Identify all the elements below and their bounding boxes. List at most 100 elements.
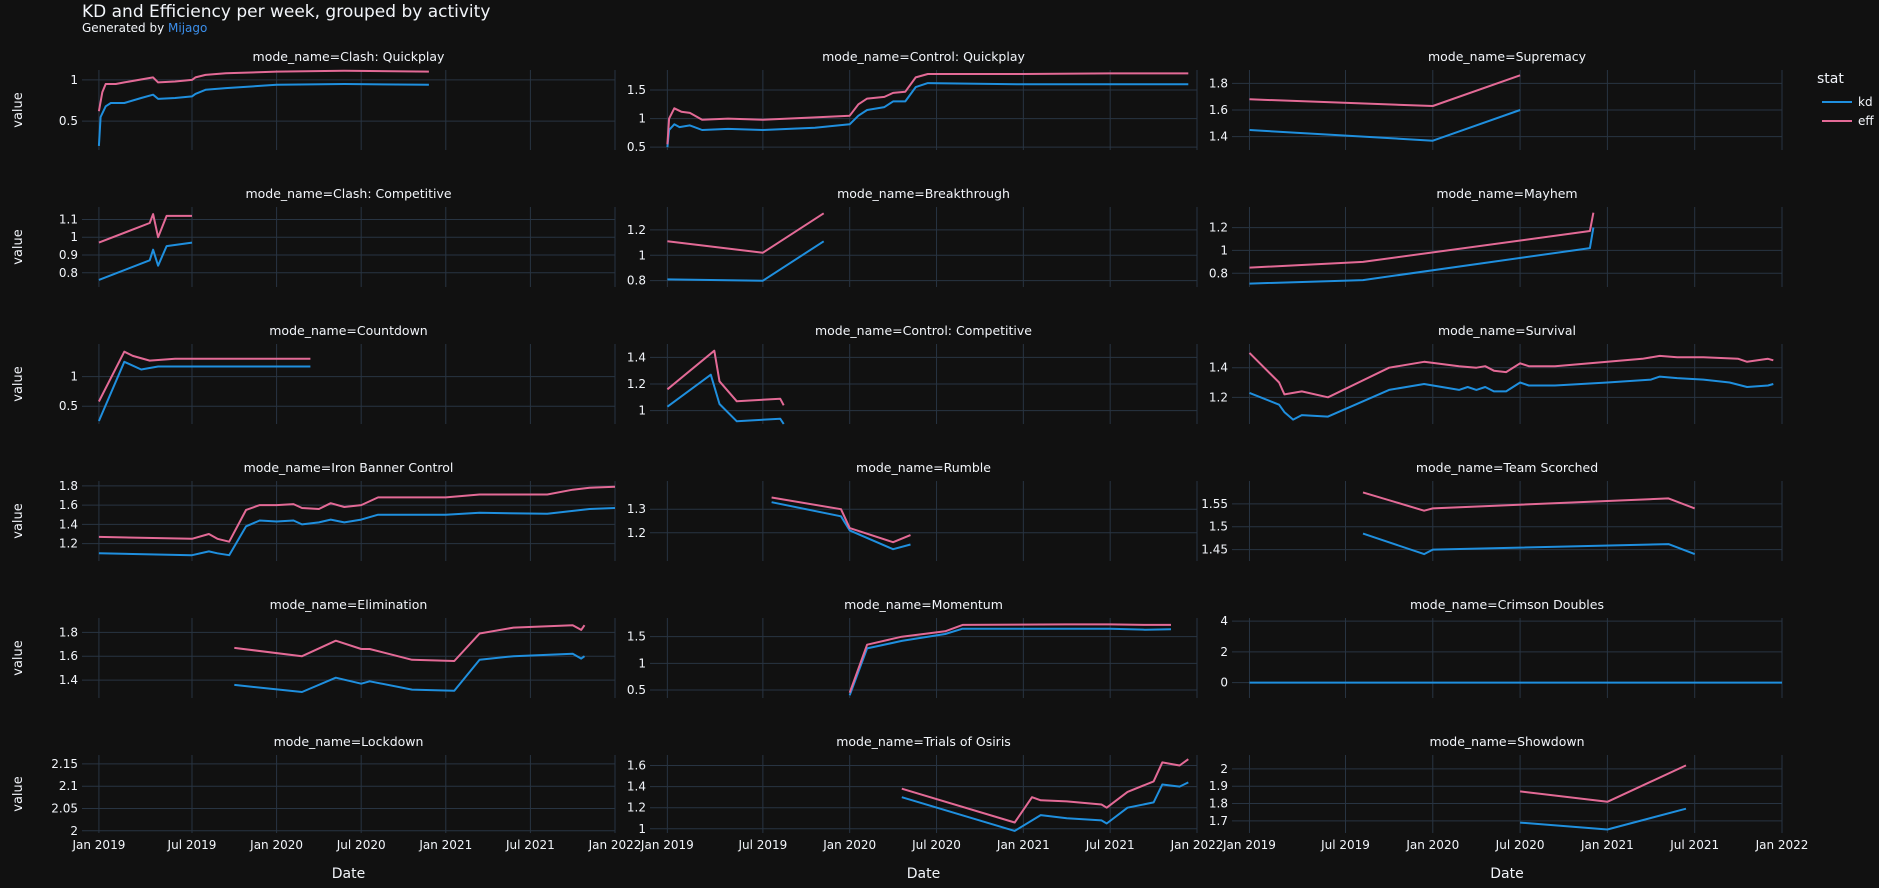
y-axis-label: value [11, 229, 26, 265]
y-tick-label: 1.8 [59, 479, 78, 493]
x-tick-label: Jan 2019 [71, 838, 125, 852]
x-axis-title: Date [1490, 866, 1523, 882]
y-tick-label: 1.2 [627, 223, 646, 237]
series-line-kd [1520, 807, 1687, 831]
x-tick-label: Jan 2019 [640, 838, 694, 852]
author-link[interactable]: Mijago [168, 21, 208, 35]
series-line-kd [1362, 532, 1696, 556]
panel-title: mode_name=Countdown [269, 323, 427, 338]
x-axis-title: Date [332, 866, 365, 882]
series-line-kd [234, 652, 586, 693]
series-line-eff [667, 212, 825, 254]
y-tick-label: 2 [70, 824, 78, 838]
y-tick-label: 1.6 [627, 759, 646, 773]
y-tick-label: 1.5 [627, 630, 646, 644]
y-tick-label: 1 [638, 248, 646, 262]
y-tick-label: 2 [1220, 645, 1228, 659]
series-line-kd [1249, 375, 1774, 421]
series-line-kd [97, 83, 429, 146]
y-tick-label: 2 [1220, 762, 1228, 776]
y-tick-label: 1.4 [1209, 130, 1228, 144]
series-line-kd [901, 781, 1189, 832]
x-tick-label: Jul 2019 [1320, 838, 1370, 852]
y-tick-label: 4 [1220, 614, 1228, 628]
series-line-eff [848, 623, 1171, 694]
series-line-eff [1248, 352, 1774, 399]
y-tick-label: 2.1 [59, 779, 78, 793]
y-tick-label: 1.7 [1209, 814, 1228, 828]
x-tick-label: Jul 2020 [336, 838, 386, 852]
series-line-kd [666, 82, 1189, 148]
series-line-kd [97, 360, 311, 422]
x-tick-label: Jul 2020 [911, 838, 961, 852]
series-line-eff [666, 72, 1189, 145]
y-axis-label: value [11, 92, 26, 128]
y-tick-label: 1.2 [627, 377, 646, 391]
x-tick-label: Jan 2021 [418, 838, 472, 852]
y-tick-label: 1.8 [1209, 797, 1228, 811]
series-line-eff [1249, 212, 1595, 269]
y-tick-label: 1.4 [1209, 361, 1228, 375]
y-tick-label: 1.6 [59, 498, 78, 512]
panel-title: mode_name=Lockdown [274, 734, 424, 749]
y-tick-label: 1.8 [59, 625, 78, 639]
legend-label-eff: eff [1858, 114, 1874, 128]
y-tick-label: 0.8 [1209, 266, 1228, 280]
y-tick-label: 1 [70, 73, 78, 87]
chart-title: KD and Efficiency per week, grouped by a… [82, 2, 491, 22]
x-tick-label: Jan 2022 [1755, 838, 1809, 852]
y-axis-label: value [11, 640, 26, 676]
series-line-eff [1519, 764, 1687, 803]
y-tick-label: 1.2 [627, 801, 646, 815]
y-tick-label: 1 [638, 822, 646, 836]
x-tick-label: Jan 2020 [822, 838, 876, 852]
x-tick-label: Jan 2022 [1170, 838, 1224, 852]
panel-title: mode_name=Clash: Competitive [245, 186, 451, 201]
legend-title: stat [1817, 71, 1844, 87]
y-tick-label: 0 [1220, 676, 1228, 690]
y-tick-label: 1.9 [1209, 779, 1228, 793]
panel-title: mode_name=Breakthrough [837, 186, 1010, 201]
series-line-kd [1249, 109, 1521, 142]
y-tick-label: 1.55 [1201, 497, 1228, 511]
panel-title: mode_name=Supremacy [1428, 49, 1587, 64]
y-tick-label: 1 [638, 656, 646, 670]
y-tick-label: 1.4 [627, 350, 646, 364]
series-line-kd [848, 627, 1172, 696]
x-tick-label: Jan 2021 [1580, 838, 1634, 852]
panel-title: mode_name=Elimination [270, 597, 428, 612]
series-line-kd [98, 241, 193, 281]
y-tick-label: 0.5 [627, 683, 646, 697]
y-tick-label: 1.2 [1209, 390, 1228, 404]
x-tick-label: Jul 2021 [1669, 838, 1719, 852]
panel-title: mode_name=Clash: Quickplay [253, 49, 446, 64]
y-tick-label: 0.5 [59, 114, 78, 128]
y-tick-label: 0.8 [627, 274, 646, 288]
x-tick-label: Jul 2019 [167, 838, 217, 852]
x-tick-label: Jan 2022 [588, 838, 642, 852]
series-line-kd [666, 373, 785, 425]
y-tick-label: 1.5 [1209, 520, 1228, 534]
panel-title: mode_name=Mayhem [1436, 186, 1577, 201]
series-line-kd [98, 507, 616, 557]
y-tick-label: 1.4 [59, 517, 78, 531]
y-tick-label: 1 [70, 370, 78, 384]
y-tick-label: 2.05 [51, 801, 78, 815]
y-tick-label: 0.5 [59, 399, 78, 413]
x-tick-label: Jan 2019 [1222, 838, 1276, 852]
y-tick-label: 1.6 [59, 649, 78, 663]
x-tick-label: Jul 2021 [505, 838, 555, 852]
y-tick-label: 1.4 [627, 780, 646, 794]
panel-title: mode_name=Showdown [1429, 734, 1584, 749]
panel-title: mode_name=Crimson Doubles [1410, 597, 1604, 612]
x-axis-title: Date [907, 866, 940, 882]
y-tick-label: 1.2 [627, 526, 646, 540]
y-tick-label: 2.15 [51, 757, 78, 771]
panel-title: mode_name=Survival [1438, 323, 1576, 338]
series-line-eff [1362, 491, 1696, 512]
y-tick-label: 1.2 [1209, 221, 1228, 235]
y-tick-label: 1.6 [1209, 103, 1228, 117]
y-tick-label: 1 [638, 404, 646, 418]
y-tick-label: 1 [1220, 243, 1228, 257]
